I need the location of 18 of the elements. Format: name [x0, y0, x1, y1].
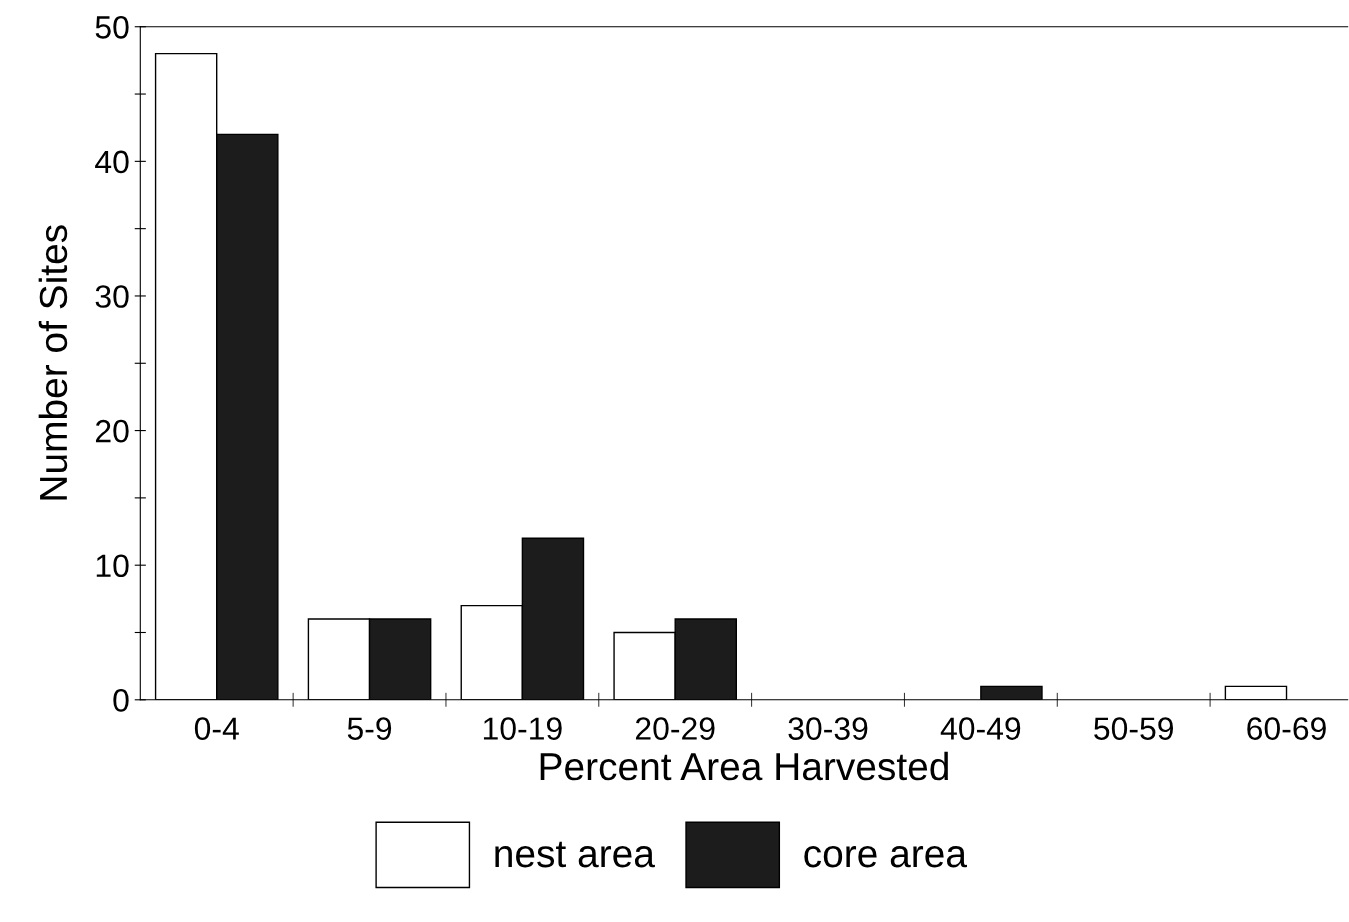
y-tick-label: 30: [95, 285, 129, 308]
x-tick-label: 40-49: [940, 717, 1021, 740]
x-tick-label: 50-59: [1094, 717, 1174, 740]
x-tick-label: 60-69: [1247, 717, 1326, 740]
x-tick-label: 5-9: [347, 717, 392, 740]
x-tick-label: 30-39: [788, 717, 868, 740]
y-tick-label: 0: [113, 689, 129, 712]
y-axis-title: Number of Sites: [38, 225, 68, 500]
x-axis-title: Percent Area Harvested: [540, 751, 948, 781]
x-tick-label: 20-29: [635, 717, 715, 740]
legend-label: core area: [804, 846, 967, 868]
x-tick-label: 10-19: [483, 717, 562, 740]
y-tick-label: 50: [95, 16, 129, 39]
legend-label: nest area: [495, 841, 655, 868]
y-tick-label: 40: [95, 150, 129, 174]
y-tick-label: 20: [95, 419, 129, 443]
y-tick-label: 10: [96, 554, 129, 578]
x-tick-label: 0-4: [194, 717, 239, 740]
